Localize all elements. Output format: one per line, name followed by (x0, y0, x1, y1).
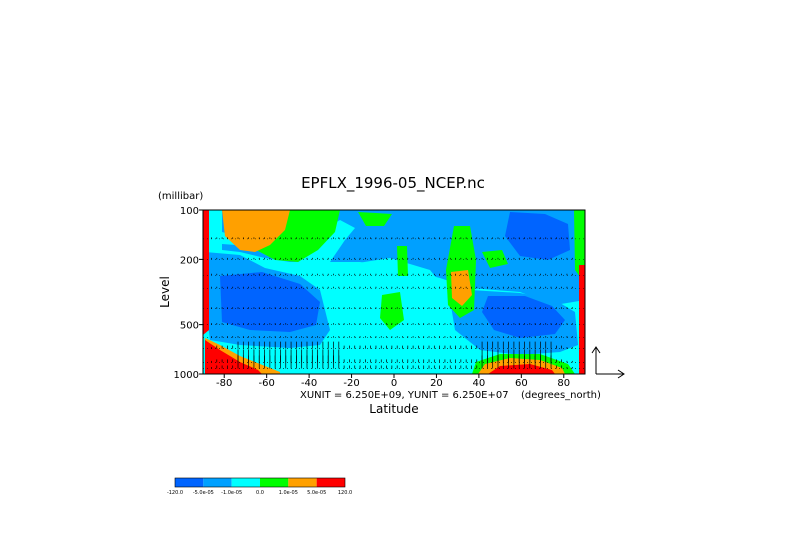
y-tick-label: 1000 (174, 370, 199, 381)
x-tick-label: 0 (391, 378, 397, 389)
x-unit-label: (degrees_north) (521, 390, 601, 401)
region-deep-blue-topright (505, 212, 570, 260)
region-deep-blue-right (482, 296, 565, 338)
region-deep-blue-left (220, 272, 320, 332)
region-red-strip-left-edge (203, 210, 209, 335)
region-red-surface-south (205, 340, 262, 374)
colorbar-label: -5.0e-05 (193, 490, 214, 496)
region-green-patch-60n (482, 250, 508, 268)
colorbar-swatch (175, 478, 204, 487)
x-tick-label: 60 (515, 378, 528, 389)
colorbar-label: 5.0e-05 (307, 490, 326, 496)
colorbar-label: 0.0 (256, 490, 264, 496)
x-tick-label: -80 (216, 378, 232, 389)
colorbar-label: -120.0 (167, 490, 183, 496)
x-tick-label: 40 (473, 378, 486, 389)
y-axis-label: Level (158, 276, 172, 308)
colorbar-swatch (316, 478, 345, 487)
reference-vector-arrows (591, 346, 625, 379)
x-tick-label: -40 (301, 378, 317, 389)
region-cyan-band-top (222, 220, 355, 262)
colorbar-swatch (260, 478, 289, 487)
region-orange-blob-40n (451, 270, 472, 306)
y-tick-label: 200 (180, 255, 199, 266)
region-red-strip-right-edge (579, 265, 585, 374)
region-green-mid-sliver (397, 246, 408, 276)
y-tick-label: 100 (180, 206, 199, 217)
region-green-top-mid (358, 212, 392, 226)
colorbar-label: 1.0e-05 (279, 490, 298, 496)
colorbar-label: -1.0e-05 (221, 490, 242, 496)
plot-area (202, 209, 586, 375)
colorbar-frame (174, 477, 346, 488)
x-tick-label: 20 (430, 378, 443, 389)
colorbar-swatch (288, 478, 317, 487)
x-axis: -80 -60 -40 -20 0 20 40 60 80 (216, 374, 570, 389)
region-red-surface-north (488, 364, 555, 374)
y-unit-label: (millibar) (158, 191, 203, 202)
vector-scale-text: XUNIT = 6.250E+09, YUNIT = 6.250E+07 (300, 390, 509, 401)
y-tick-label: 500 (180, 321, 199, 332)
colorbar-swatch (231, 478, 260, 487)
y-axis: 100 200 500 1000 (174, 206, 203, 381)
colorbar: -120.0 -5.0e-05 -1.0e-05 0.0 1.0e-05 5.0e-05 1… (167, 477, 352, 496)
x-tick-label: -20 (343, 378, 359, 389)
ep-flux-vectors (211, 237, 573, 369)
chart-title: EPFLX_1996-05_NCEP.nc (301, 174, 485, 193)
x-axis-label: Latitude (369, 402, 418, 416)
x-tick-label: -60 (258, 378, 274, 389)
filled-contour-regions (203, 210, 585, 374)
x-tick-label: 80 (557, 378, 570, 389)
colorbar-swatch (203, 478, 232, 487)
colorbar-label: 120.0 (338, 490, 352, 496)
region-orange-top-left (222, 210, 290, 252)
region-green-patch-mid-low (380, 292, 404, 330)
